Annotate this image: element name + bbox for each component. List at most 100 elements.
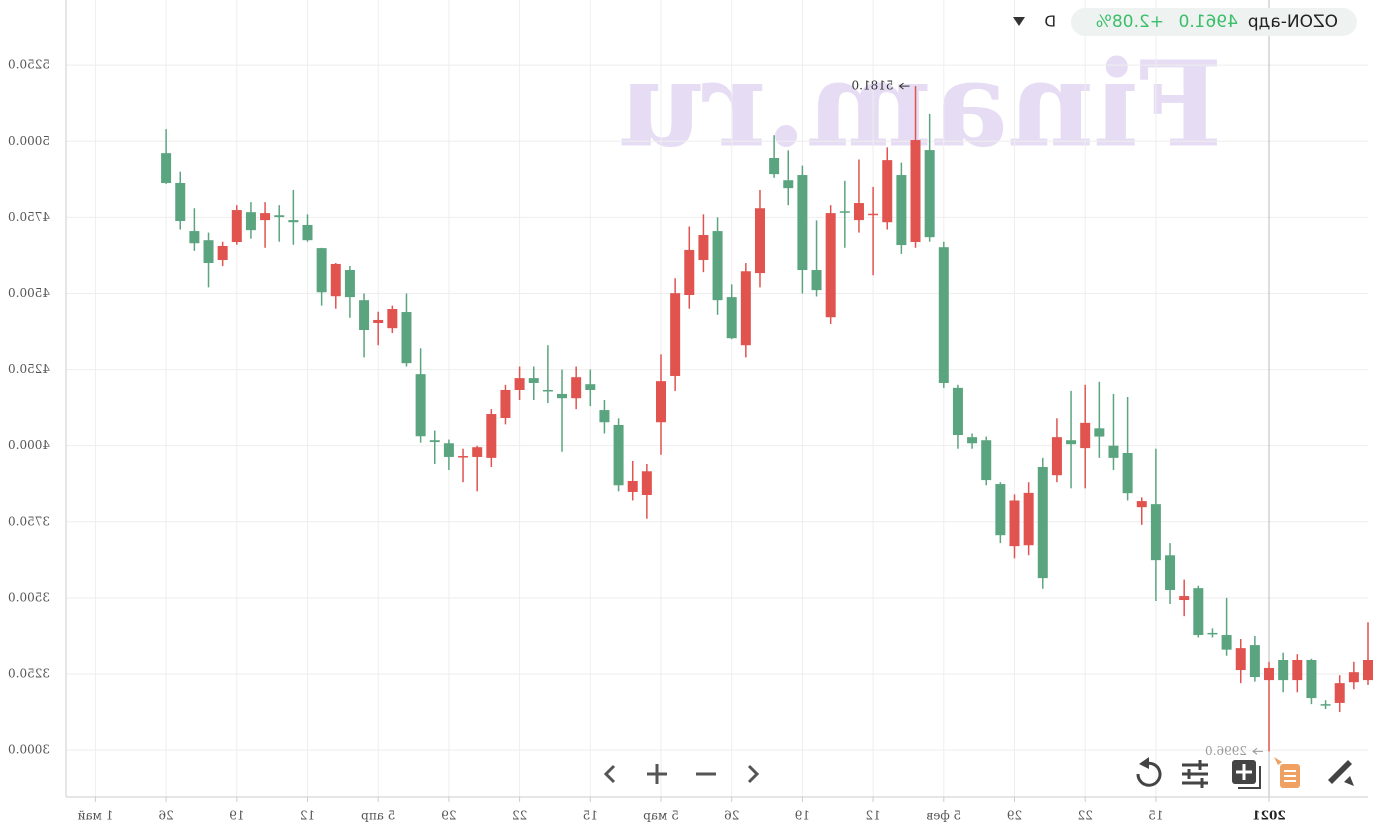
draw-tool[interactable]	[1328, 760, 1354, 786]
candle-body	[217, 245, 228, 260]
candle-body	[1165, 555, 1176, 590]
last-price: 4961.0	[1179, 12, 1238, 32]
candle-body	[839, 211, 850, 213]
candle-body	[1136, 501, 1147, 508]
candle-body	[740, 271, 751, 346]
candle-body	[486, 414, 497, 458]
x-tick-label: 5 апр	[361, 809, 396, 823]
candle-body	[1207, 632, 1218, 635]
zoom-in[interactable]	[647, 764, 667, 784]
candle-body	[571, 377, 582, 399]
y-tick-label: 4250.0	[8, 362, 50, 376]
candle-body	[203, 240, 214, 264]
x-tick-label: 26	[724, 809, 739, 823]
candle-body	[641, 471, 652, 496]
x-tick-label: 1 май	[77, 809, 113, 823]
candle-body	[613, 424, 624, 486]
x-tick-label: 5 мар	[643, 809, 679, 823]
candle-body	[924, 150, 935, 238]
candle-body	[670, 293, 681, 376]
candle-body	[387, 308, 398, 329]
y-tick-label: 5250.0	[8, 58, 50, 72]
annotation-arrow	[898, 82, 910, 90]
price-change: +2.08%	[1096, 12, 1164, 32]
candle-body	[882, 160, 893, 223]
candle-body	[783, 180, 794, 189]
candle-body	[330, 263, 341, 297]
candle-body	[1080, 422, 1091, 449]
y-tick-label: 3500.0	[8, 590, 50, 604]
candle-body	[995, 484, 1006, 536]
candle-body	[316, 248, 327, 293]
candle-body	[1193, 588, 1204, 636]
candle-body	[1363, 660, 1373, 681]
candle-body	[754, 208, 765, 274]
candle-body	[1348, 672, 1359, 683]
candle-body	[952, 387, 963, 436]
x-tick-label: 2021	[1252, 809, 1285, 823]
candle-body	[967, 437, 978, 444]
candle-body	[175, 182, 186, 222]
candle-body	[896, 175, 907, 246]
candle-body	[429, 440, 440, 443]
candle-body	[415, 374, 426, 437]
candle-body	[684, 249, 695, 295]
nav-right[interactable]	[603, 764, 616, 784]
candle-body	[1150, 504, 1161, 561]
interval-dropdown[interactable]	[1013, 17, 1025, 26]
candle-body	[514, 378, 525, 390]
candle-body	[1306, 660, 1317, 699]
x-tick-label: 26	[158, 809, 173, 823]
candle-body	[401, 312, 412, 364]
y-tick-label: 3000.0	[8, 743, 50, 757]
candle-body	[260, 213, 271, 221]
annotation-arrow	[1252, 747, 1264, 755]
y-tick-label: 4000.0	[8, 438, 50, 452]
y-tick-label: 3250.0	[8, 667, 50, 681]
x-tick-label: 22	[1078, 809, 1093, 823]
candle-body	[373, 319, 384, 324]
candle-body	[599, 410, 610, 423]
x-tick-label: 19	[795, 809, 810, 823]
candle-body	[1249, 645, 1260, 678]
candle-body	[1320, 704, 1331, 706]
x-tick-label: 29	[1007, 809, 1022, 823]
header: OZON-адр 4961.0 +2.08% D	[1013, 8, 1357, 36]
nav-controls	[603, 764, 760, 784]
candle-body	[1023, 492, 1034, 546]
y-tick-label: 5000.0	[8, 134, 50, 148]
x-tick-label: 15	[583, 809, 598, 823]
candle-body	[1009, 500, 1020, 547]
y-tick-label: 4750.0	[8, 210, 50, 224]
candle-body	[811, 270, 822, 291]
candle-body	[302, 224, 313, 241]
candle-body	[1334, 683, 1345, 703]
x-tick-label: 22	[512, 809, 527, 823]
candle-body	[1051, 437, 1062, 476]
candle-body	[528, 378, 539, 383]
candle-body	[472, 447, 483, 457]
candle-body	[443, 443, 454, 457]
candle-body	[161, 153, 172, 183]
candle-body	[1235, 648, 1246, 671]
settings-tool[interactable]	[1182, 760, 1208, 788]
candle-body	[1094, 428, 1105, 437]
interval[interactable]: D	[1044, 13, 1056, 31]
x-tick-label: 12	[300, 809, 315, 823]
y-tick-label: 3750.0	[8, 514, 50, 528]
candle-body	[853, 203, 864, 221]
candle-body	[656, 381, 666, 423]
candle-body	[797, 175, 808, 271]
candle-body	[557, 393, 568, 399]
reset-tool[interactable]	[1136, 761, 1162, 787]
candle-body	[981, 440, 992, 481]
high-label: 5181.0	[852, 79, 894, 93]
candle-body	[1278, 660, 1289, 681]
candle-body	[1108, 445, 1119, 458]
ticker: OZON-адр	[1248, 12, 1338, 32]
candle-body	[1066, 440, 1077, 445]
low-label: 2996.0	[1205, 744, 1247, 758]
y-tick-label: 4500.0	[8, 286, 50, 300]
candle-body	[1037, 466, 1048, 579]
nav-left[interactable]	[747, 764, 760, 784]
